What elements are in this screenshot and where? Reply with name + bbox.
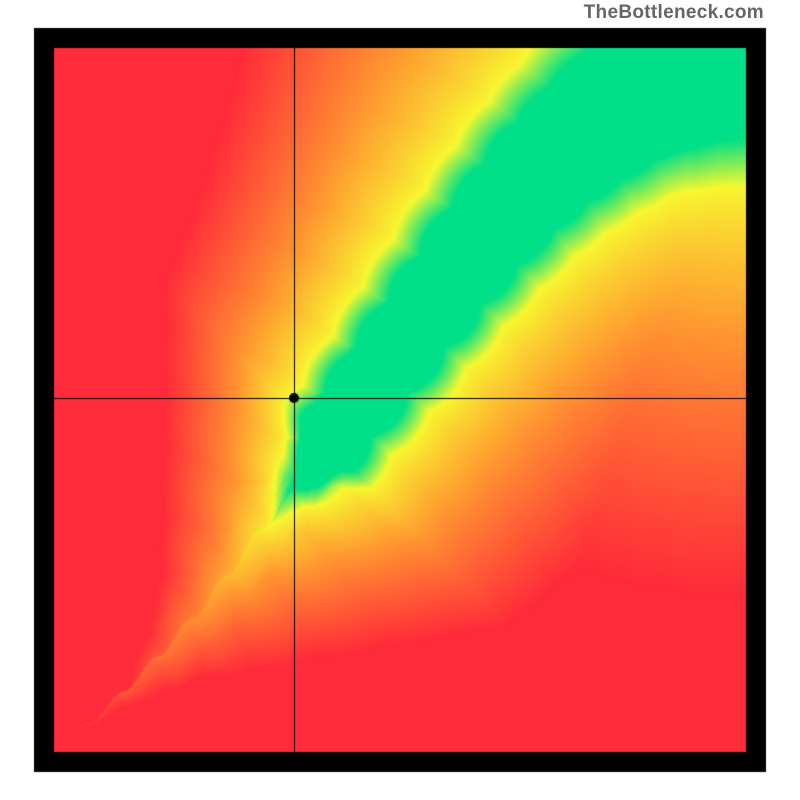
- bottleneck-heatmap: [0, 0, 800, 800]
- attribution-text: TheBottleneck.com: [584, 2, 764, 24]
